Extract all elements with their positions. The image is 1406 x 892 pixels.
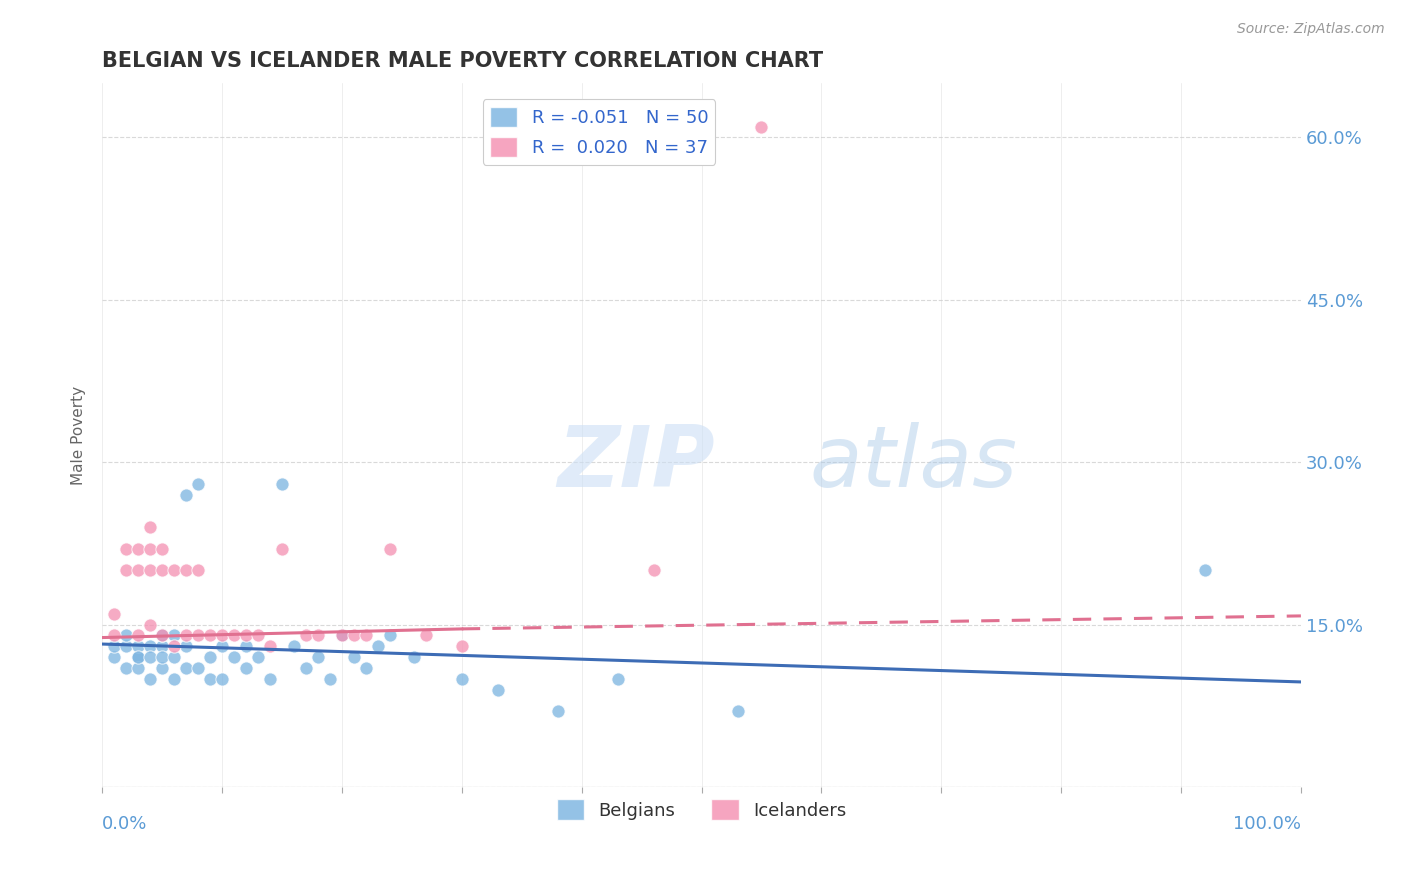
Point <box>174 639 197 653</box>
Point <box>187 661 209 675</box>
Point <box>187 628 209 642</box>
Point <box>115 661 138 675</box>
Point <box>103 650 125 665</box>
Point <box>343 650 366 665</box>
Point <box>187 476 209 491</box>
Point <box>402 650 425 665</box>
Point <box>139 541 162 556</box>
Point <box>150 661 173 675</box>
Point <box>222 628 245 642</box>
Text: 100.0%: 100.0% <box>1233 815 1301 833</box>
Point <box>163 628 186 642</box>
Point <box>103 628 125 642</box>
Text: atlas: atlas <box>810 422 1018 505</box>
Point <box>367 639 389 653</box>
Point <box>450 672 472 686</box>
Point <box>222 650 245 665</box>
Point <box>163 639 186 653</box>
Point <box>1194 564 1216 578</box>
Text: Source: ZipAtlas.com: Source: ZipAtlas.com <box>1237 22 1385 37</box>
Point <box>378 541 401 556</box>
Point <box>547 704 569 718</box>
Point <box>606 672 628 686</box>
Point <box>150 564 173 578</box>
Y-axis label: Male Poverty: Male Poverty <box>72 385 86 484</box>
Point <box>354 661 377 675</box>
Point <box>295 661 318 675</box>
Point <box>115 628 138 642</box>
Point <box>127 564 149 578</box>
Point <box>174 564 197 578</box>
Point <box>198 628 221 642</box>
Point <box>150 541 173 556</box>
Point <box>211 672 233 686</box>
Point <box>115 564 138 578</box>
Point <box>751 120 773 134</box>
Point <box>187 564 209 578</box>
Point <box>259 639 281 653</box>
Point <box>295 628 318 642</box>
Point <box>115 541 138 556</box>
Point <box>163 564 186 578</box>
Point <box>343 628 366 642</box>
Point <box>211 639 233 653</box>
Point <box>103 607 125 621</box>
Point <box>727 704 749 718</box>
Point <box>174 488 197 502</box>
Point <box>139 617 162 632</box>
Point <box>127 650 149 665</box>
Point <box>307 628 329 642</box>
Legend: Belgians, Icelanders: Belgians, Icelanders <box>550 792 853 827</box>
Point <box>127 661 149 675</box>
Point <box>450 639 472 653</box>
Point <box>235 661 257 675</box>
Point <box>150 628 173 642</box>
Text: BELGIAN VS ICELANDER MALE POVERTY CORRELATION CHART: BELGIAN VS ICELANDER MALE POVERTY CORREL… <box>103 51 824 70</box>
Point <box>247 628 270 642</box>
Point <box>330 628 353 642</box>
Point <box>271 476 294 491</box>
Point <box>283 639 305 653</box>
Point <box>127 650 149 665</box>
Point <box>150 650 173 665</box>
Point <box>174 661 197 675</box>
Point <box>330 628 353 642</box>
Point <box>139 672 162 686</box>
Point <box>319 672 342 686</box>
Point <box>103 639 125 653</box>
Point <box>354 628 377 642</box>
Point <box>115 639 138 653</box>
Point <box>235 628 257 642</box>
Point <box>486 682 509 697</box>
Point <box>139 520 162 534</box>
Point <box>198 650 221 665</box>
Point <box>150 628 173 642</box>
Point <box>139 639 162 653</box>
Point <box>415 628 437 642</box>
Point <box>378 628 401 642</box>
Point <box>127 628 149 642</box>
Point <box>198 672 221 686</box>
Point <box>271 541 294 556</box>
Point <box>150 639 173 653</box>
Point <box>174 628 197 642</box>
Point <box>127 639 149 653</box>
Point <box>259 672 281 686</box>
Point <box>247 650 270 665</box>
Point <box>163 672 186 686</box>
Point <box>643 564 665 578</box>
Text: ZIP: ZIP <box>558 422 716 505</box>
Text: 0.0%: 0.0% <box>103 815 148 833</box>
Point <box>211 628 233 642</box>
Point <box>307 650 329 665</box>
Point <box>235 639 257 653</box>
Point <box>139 564 162 578</box>
Point <box>163 650 186 665</box>
Point <box>127 541 149 556</box>
Point <box>139 650 162 665</box>
